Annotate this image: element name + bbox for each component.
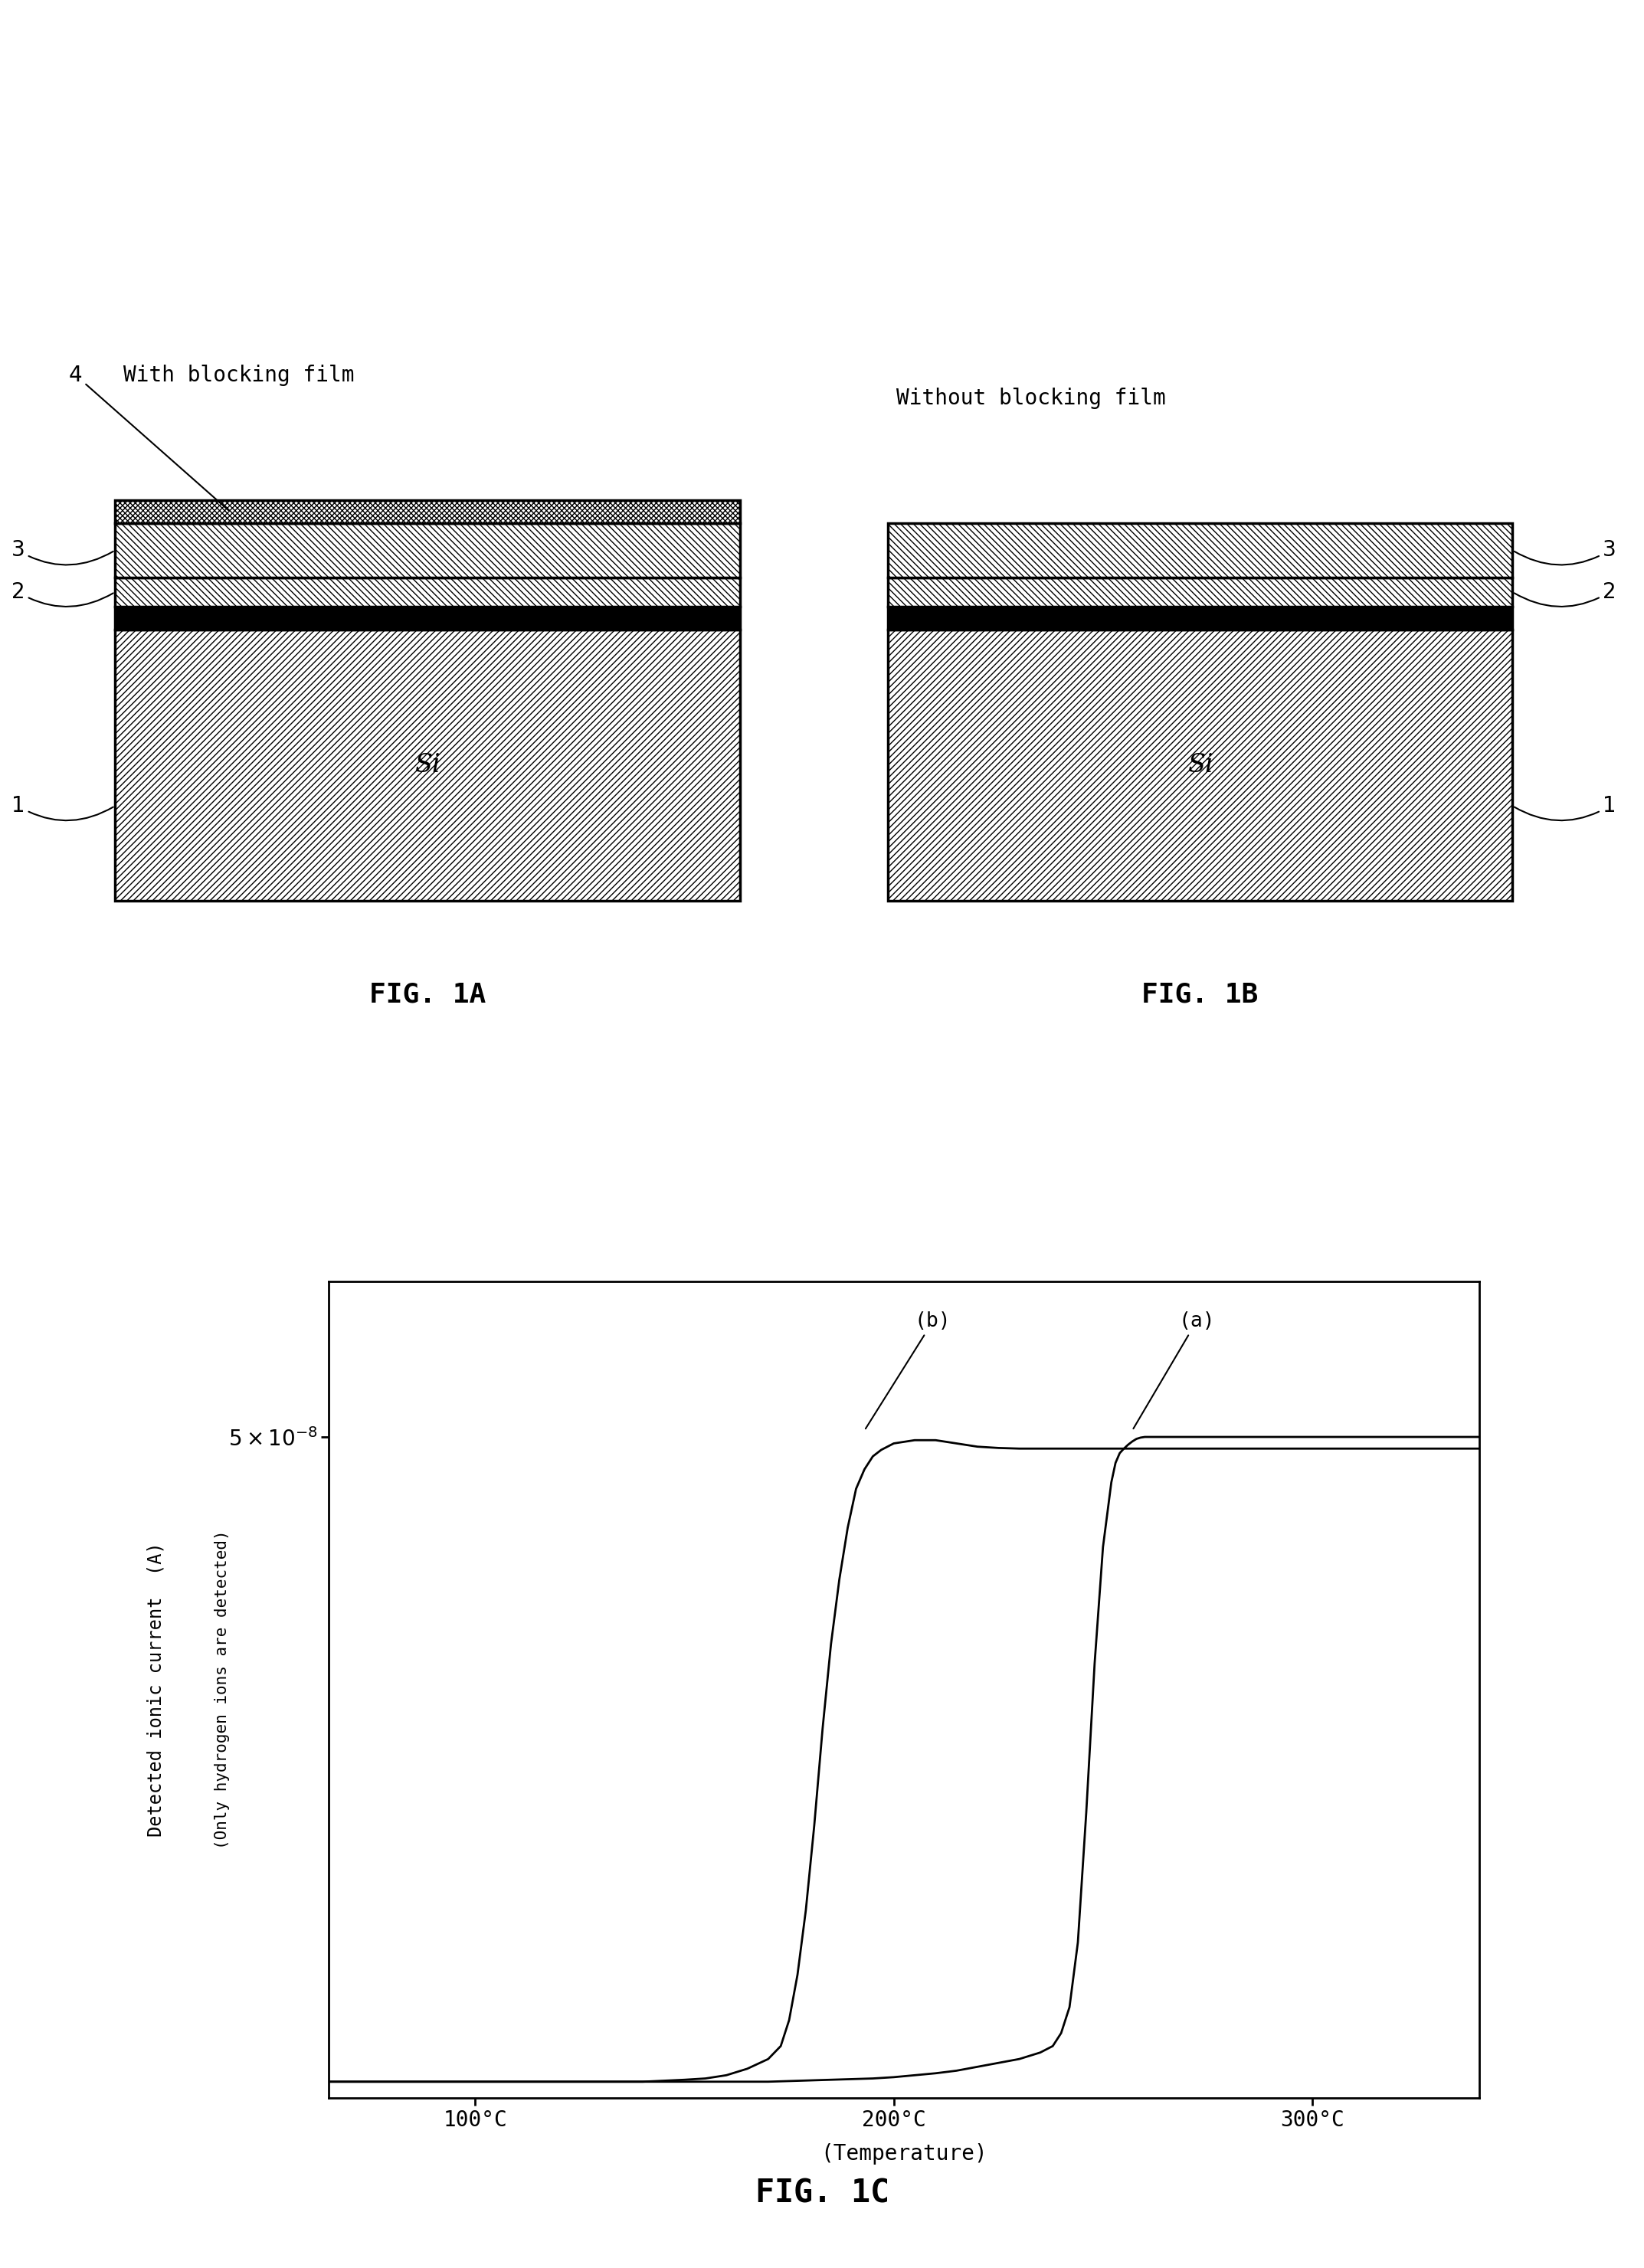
Bar <box>115 606 740 631</box>
Text: (Only hydrogen ions are detected): (Only hydrogen ions are detected) <box>214 1531 230 1848</box>
Bar <box>888 578 1512 606</box>
Text: (b): (b) <box>866 1311 952 1429</box>
Text: Si: Si <box>414 753 441 778</box>
Text: (a): (a) <box>1133 1311 1215 1429</box>
Text: FIG. 1C: FIG. 1C <box>755 2177 889 2209</box>
Bar <box>115 524 740 578</box>
Bar <box>888 606 1512 631</box>
Text: FIG. 1B: FIG. 1B <box>1143 982 1258 1007</box>
Text: 3: 3 <box>12 540 113 565</box>
X-axis label: (Temperature): (Temperature) <box>820 2143 988 2164</box>
Text: Si: Si <box>1187 753 1213 778</box>
Bar <box>115 631 740 900</box>
Bar <box>888 631 1512 900</box>
Bar <box>115 578 740 606</box>
Bar <box>888 524 1512 578</box>
Text: 3: 3 <box>1514 540 1616 565</box>
Text: 2: 2 <box>12 581 113 606</box>
Text: Detected ionic current  (A): Detected ionic current (A) <box>146 1542 166 1837</box>
Text: 4: 4 <box>69 365 229 510</box>
Text: 1: 1 <box>12 796 113 821</box>
Text: With blocking film: With blocking film <box>123 365 353 386</box>
Text: Without blocking film: Without blocking film <box>896 388 1166 408</box>
Text: 1: 1 <box>1514 796 1616 821</box>
Bar <box>115 501 740 524</box>
Text: FIG. 1A: FIG. 1A <box>370 982 485 1007</box>
Text: 2: 2 <box>1514 581 1616 606</box>
